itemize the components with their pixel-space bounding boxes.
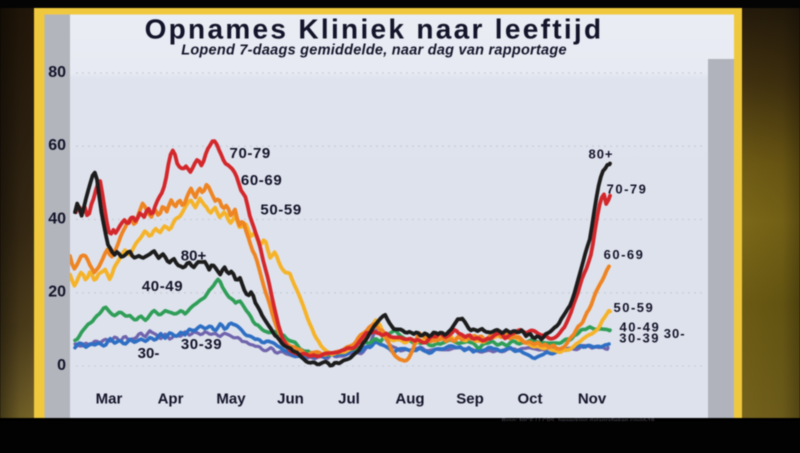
svg-text:80+: 80+	[588, 147, 613, 162]
svg-text:Sep: Sep	[456, 391, 484, 408]
svg-text:Jul: Jul	[338, 391, 360, 408]
svg-text:20: 20	[48, 284, 66, 301]
svg-text:Apr: Apr	[158, 391, 184, 408]
svg-text:50-59: 50-59	[260, 201, 301, 218]
svg-text:Aug: Aug	[395, 391, 424, 408]
svg-text:Jun: Jun	[277, 391, 304, 408]
svg-text:30-: 30-	[138, 345, 160, 362]
svg-text:Lopend 7-daags gemiddelde, naa: Lopend 7-daags gemiddelde, naar dag van …	[181, 43, 567, 59]
svg-text:Nov: Nov	[578, 391, 607, 408]
svg-text:40: 40	[48, 210, 66, 227]
svg-text:0: 0	[57, 357, 66, 374]
svg-text:80: 80	[48, 64, 66, 81]
svg-text:30-39: 30-39	[181, 336, 222, 353]
svg-text:70-79: 70-79	[607, 182, 648, 197]
svg-text:Oct: Oct	[517, 391, 542, 408]
svg-text:60-69: 60-69	[604, 247, 645, 262]
svg-text:80+: 80+	[181, 248, 207, 265]
svg-text:30-39: 30-39	[619, 330, 660, 345]
svg-text:70-79: 70-79	[230, 145, 271, 162]
svg-text:40-49: 40-49	[142, 278, 183, 295]
svg-text:30-: 30-	[664, 326, 686, 341]
svg-text:Mar: Mar	[96, 391, 123, 408]
svg-text:60-69: 60-69	[241, 172, 282, 189]
svg-text:Opnames Kliniek naar leeftijd: Opnames Kliniek naar leeftijd	[145, 14, 604, 45]
svg-text:50-59: 50-59	[614, 300, 655, 315]
svg-text:May: May	[216, 391, 246, 408]
svg-text:60: 60	[48, 137, 66, 154]
svg-text:40-49: 40-49	[620, 320, 661, 335]
